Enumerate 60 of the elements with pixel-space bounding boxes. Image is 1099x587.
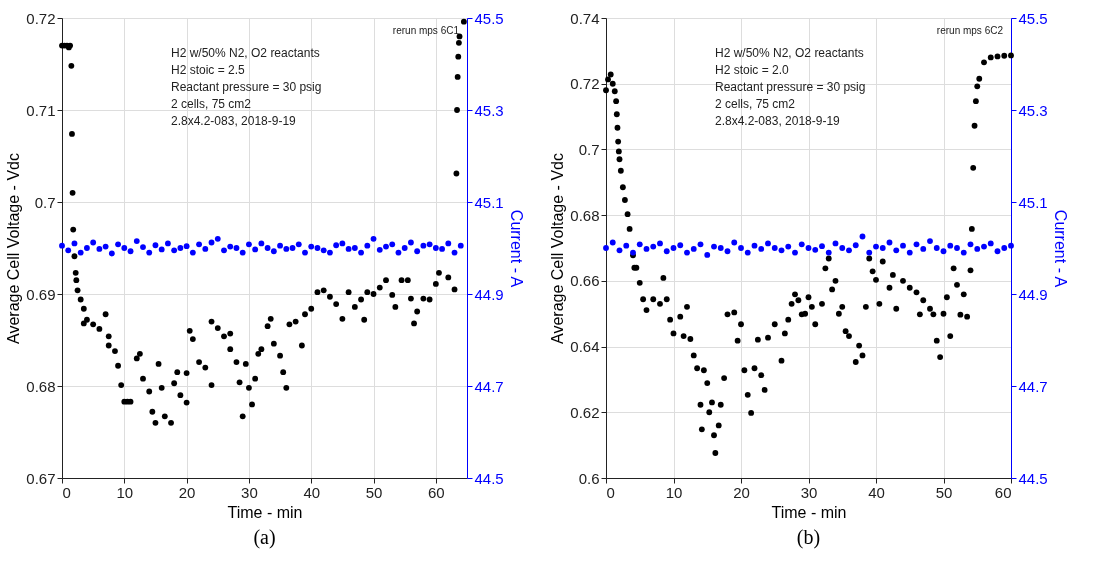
annotation: H2 stoic = 2.0: [715, 63, 790, 77]
y2-axis-title: Current - A: [507, 209, 525, 288]
annotation: H2 stoic = 2.5: [171, 63, 246, 77]
y-axis-title: Average Cell Voltage - Vdc: [549, 153, 567, 344]
y2-tick-label: 45.5: [1018, 9, 1048, 27]
y-tick-label: 0.72: [26, 9, 56, 27]
annotation: Reactant pressure = 30 psig: [171, 80, 322, 94]
x-tick-label: 20: [733, 483, 750, 501]
y2-tick-label: 45.5: [474, 9, 504, 27]
annotation: rerun mps 6C1: [392, 25, 460, 36]
y2-tick-label: 44.7: [1018, 377, 1048, 395]
y2-tick-label: 45.3: [474, 101, 504, 119]
x-tick-label: 40: [868, 483, 885, 501]
y-tick-label: 0.67: [26, 469, 56, 487]
y-tick-label: 0.68: [570, 206, 600, 224]
y2-tick-label: 45.1: [474, 193, 504, 211]
y-axis-title: Average Cell Voltage - Vdc: [5, 153, 23, 344]
y2-tick-label: 45.1: [1018, 193, 1048, 211]
y2-tick-label: 45.3: [1018, 101, 1048, 119]
annotation: 2.8x4.2-083, 2018-9-19: [171, 114, 297, 128]
text: (a): [253, 526, 276, 549]
y-tick-label: 0.62: [570, 403, 600, 421]
annotation: H2 w/50% N2, O2 reactants: [171, 46, 320, 60]
y-tick-label: 0.66: [570, 272, 600, 290]
x-tick-label: 30: [800, 483, 818, 501]
annotation: rerun mps 6C2: [936, 25, 1004, 36]
y-tick-label: 0.64: [570, 338, 600, 356]
annotation: Reactant pressure = 30 psig: [715, 80, 866, 94]
y2-tick-label: 44.5: [1018, 469, 1048, 487]
y-tick-label: 0.74: [570, 9, 600, 27]
y2-tick-label: 44.7: [474, 377, 504, 395]
annotation: H2 w/50% N2, O2 reactants: [715, 46, 864, 60]
x-tick-label: 0: [606, 483, 615, 501]
annotation: 2 cells, 75 cm2: [171, 97, 252, 111]
text: (b): [796, 526, 821, 549]
x-tick-label: 0: [62, 483, 71, 501]
y-tick-label: 0.68: [26, 377, 56, 395]
x-tick-label: 10: [665, 483, 683, 501]
y2-tick-label: 44.5: [474, 469, 504, 487]
y-tick-label: 0.6: [578, 469, 600, 487]
y-tick-label: 0.7: [34, 193, 56, 211]
y-tick-label: 0.72: [570, 75, 600, 93]
x-tick-label: 20: [178, 483, 196, 501]
x-tick-label: 60: [994, 483, 1012, 501]
x-tick-label: 40: [303, 483, 321, 501]
x-tick-label: 30: [241, 483, 258, 501]
x-tick-label: 60: [428, 483, 445, 501]
x-tick-label: 50: [365, 483, 383, 501]
y2-tick-label: 44.9: [474, 285, 504, 303]
x-axis-title: Time - min: [227, 503, 303, 521]
y-tick-label: 0.69: [26, 285, 56, 303]
y2-tick-label: 44.9: [1018, 285, 1048, 303]
annotation: 2 cells, 75 cm2: [715, 97, 796, 111]
annotation: 2.8x4.2-083, 2018-9-19: [715, 114, 841, 128]
x-tick-label: 10: [116, 483, 134, 501]
y2-axis-title: Current - A: [1051, 209, 1069, 288]
y-tick-label: 0.71: [26, 101, 56, 119]
y-tick-label: 0.7: [578, 140, 600, 158]
x-axis-title: Time - min: [771, 503, 847, 521]
x-tick-label: 50: [935, 483, 953, 501]
